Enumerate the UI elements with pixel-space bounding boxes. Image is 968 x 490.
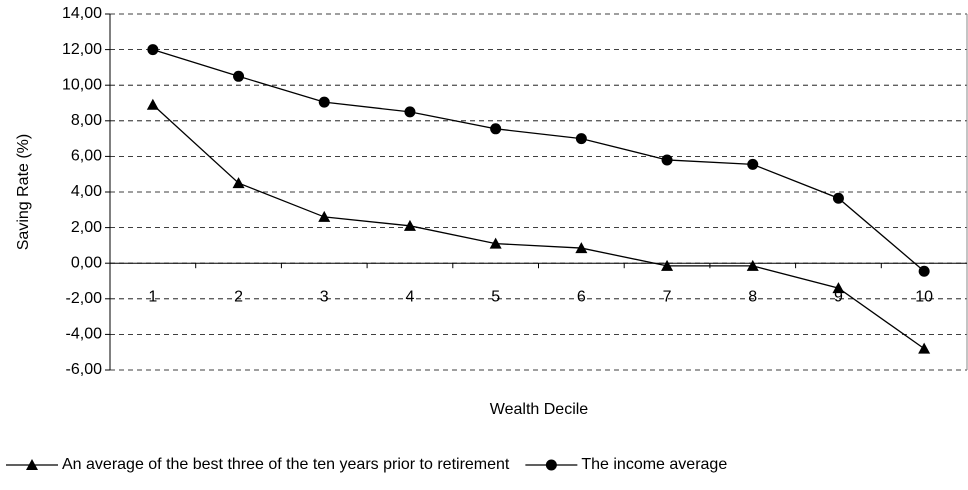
x-tick-label: 3 [320,288,329,305]
y-tick-label: 4,00 [71,183,102,200]
y-axis-label: Saving Rate (%) [15,134,32,251]
data-point [318,96,330,108]
data-point [489,237,502,249]
data-point [918,265,930,277]
x-tick-label: 6 [577,288,586,305]
y-tick-label: 2,00 [71,219,102,236]
data-point [490,123,502,135]
data-point [318,210,331,222]
legend-marker [26,459,38,470]
data-point [661,259,674,271]
data-point [832,282,845,294]
x-tick-label: 8 [748,288,757,305]
data-point [832,192,844,204]
data-point [746,259,759,271]
x-tick-label: 5 [491,288,500,305]
series-line [152,104,925,350]
series-line [152,48,925,272]
data-point [147,44,159,56]
y-tick-label: -2,00 [66,290,103,307]
data-point [232,177,245,189]
x-tick-label: 7 [663,288,672,305]
data-point [918,342,931,354]
x-axis-label: Wealth Decile [490,401,589,418]
data-point [747,158,759,170]
y-tick-label: 12,00 [62,41,102,58]
data-point [146,98,159,110]
data-point [575,133,587,145]
x-tick-label: 2 [234,288,243,305]
y-tick-label: 14,00 [62,5,102,22]
y-tick-label: -6,00 [66,361,103,378]
y-tick-label: 0,00 [71,254,102,271]
x-tick-label: 9 [834,288,843,305]
y-tick-label: 6,00 [71,148,102,165]
legend-label: An average of the best three of the ten … [62,456,510,473]
data-point [575,242,588,254]
data-point [233,70,245,82]
y-tick-label: 10,00 [62,76,102,93]
data-point [403,219,416,231]
y-tick-label: -4,00 [66,326,103,343]
legend-label: The income average [581,456,727,473]
data-point [404,106,416,118]
x-tick-label: 4 [405,288,414,305]
x-tick-label: 10 [915,288,933,305]
x-tick-label: 1 [148,288,157,305]
legend-marker [545,459,557,471]
data-point [661,154,673,166]
y-tick-label: 8,00 [71,112,102,129]
